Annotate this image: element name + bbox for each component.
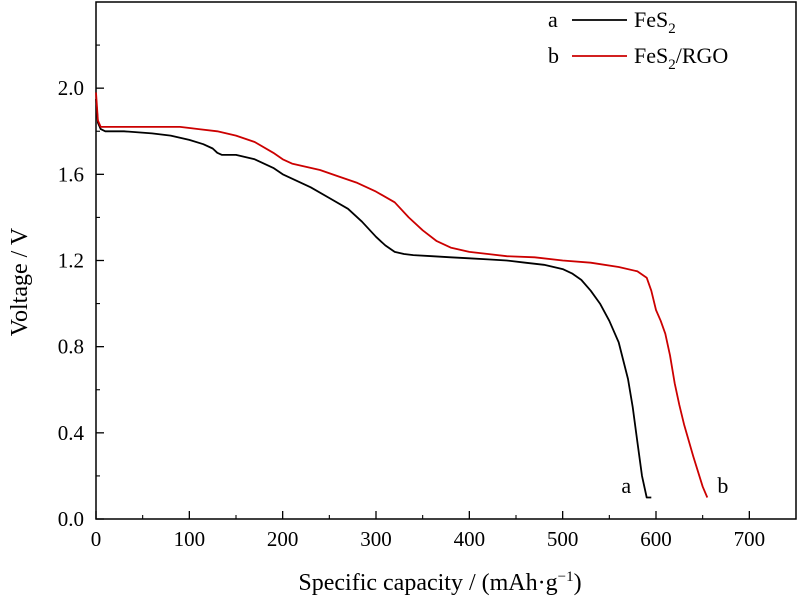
x-tick-label: 0: [91, 527, 102, 551]
x-tick-label: 100: [174, 527, 206, 551]
legend-name-a: FeS2: [634, 7, 676, 37]
series-line-b: [95, 92, 709, 498]
y-tick-label: 0.8: [58, 335, 84, 359]
y-tick-label: 1.6: [58, 162, 84, 186]
legend-name-b: FeS2/RGO: [634, 43, 728, 73]
series-line-a: [95, 98, 652, 499]
x-tick-label: 400: [454, 527, 486, 551]
legend-letter-b: b: [548, 43, 559, 68]
axis-ticks: 0 100 200 300 400 500 600 700 0.0 0.4 0.8 1.2 1.6 2.0: [58, 44, 766, 551]
legend: a FeS2 b FeS2/RGO: [548, 7, 728, 73]
x-axis-title: Specific capacity / (mAh·g−1): [298, 569, 581, 596]
y-tick-label: 0.4: [58, 421, 85, 445]
x-tick-label: 500: [547, 527, 579, 551]
curve-end-label-a: a: [621, 473, 631, 498]
legend-letter-a: a: [548, 7, 558, 32]
x-tick-label: 600: [640, 527, 672, 551]
y-axis-title: Voltage / V: [7, 227, 33, 336]
x-tick-label: 300: [360, 527, 392, 551]
curve-end-label-b: b: [717, 473, 728, 498]
y-tick-label: 2.0: [58, 76, 84, 100]
x-tick-label: 700: [734, 527, 766, 551]
plot-frame: [95, 1, 797, 520]
curves: [95, 92, 709, 499]
x-tick-label: 200: [267, 527, 299, 551]
y-tick-label: 0.0: [58, 507, 84, 531]
y-tick-label: 1.2: [58, 249, 84, 273]
